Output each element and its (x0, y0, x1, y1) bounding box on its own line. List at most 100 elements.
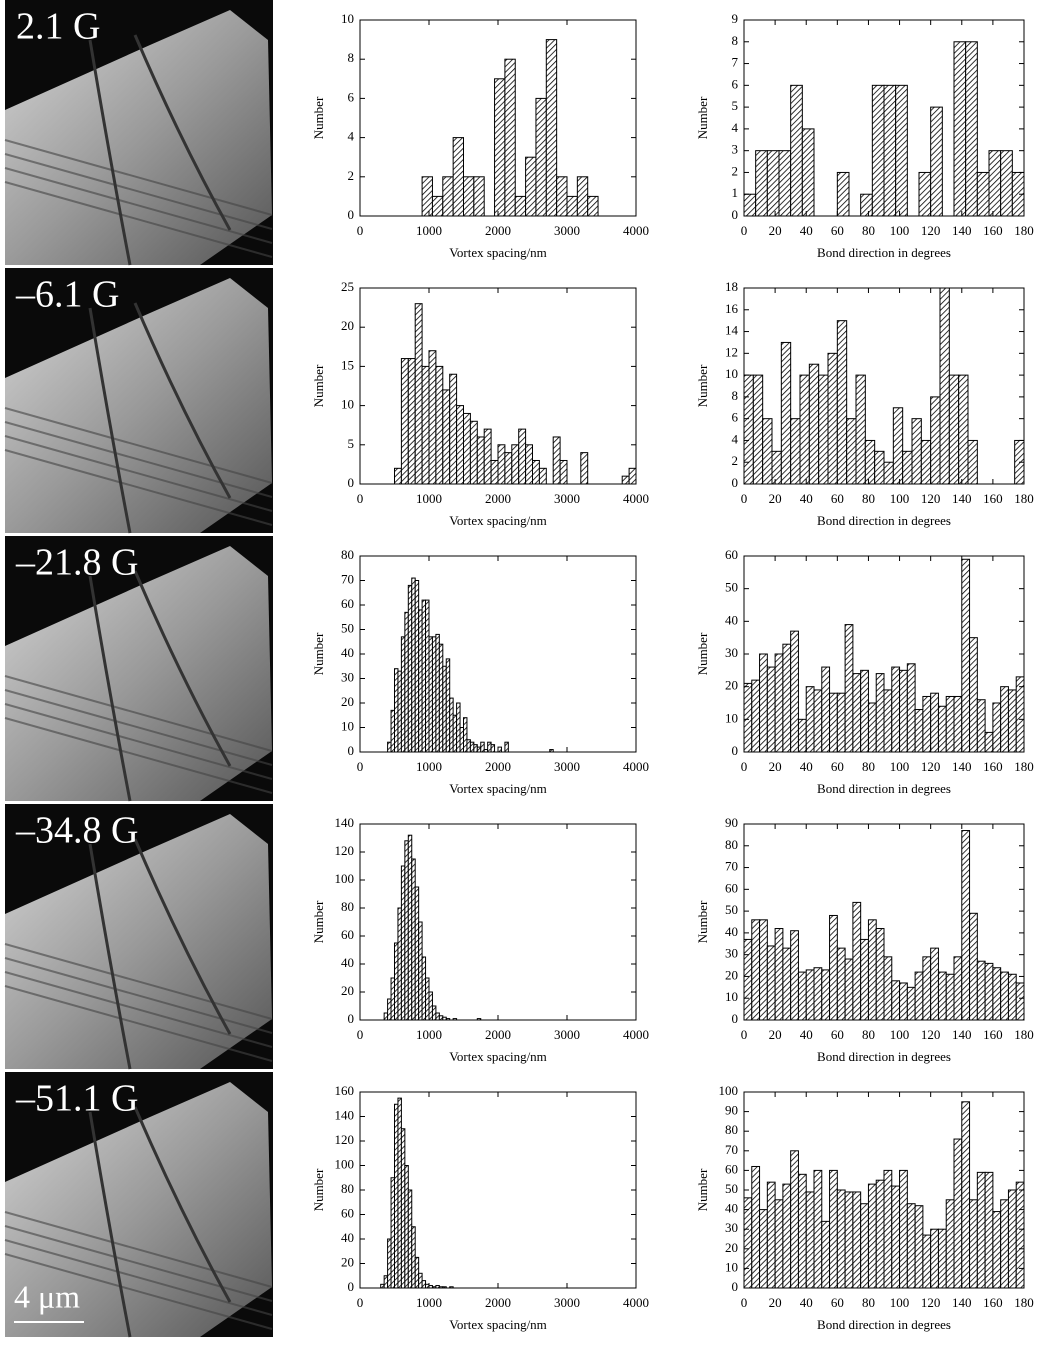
bar (984, 1171, 994, 1289)
bar (404, 611, 409, 753)
film-stripe (4, 703, 273, 780)
y-tick-label: 0 (348, 1279, 355, 1294)
y-tick-label: 30 (725, 1220, 738, 1235)
x-tick-label: 2000 (485, 1295, 511, 1310)
bar (421, 599, 427, 753)
bar (421, 176, 433, 217)
bar (387, 741, 392, 753)
bar (976, 171, 990, 217)
x-axis-label: Vortex spacing/nm (449, 513, 547, 528)
bar (407, 358, 416, 485)
x-axis-label: Vortex spacing/nm (449, 781, 547, 796)
bar (864, 439, 876, 485)
bar (428, 350, 437, 485)
y-tick-label: 80 (341, 547, 354, 562)
x-tick-label: 40 (800, 223, 813, 238)
film-stripe (4, 675, 273, 752)
bar (418, 921, 423, 1021)
bar (797, 1173, 807, 1289)
bar (463, 176, 475, 217)
bar (821, 1220, 831, 1289)
film-stripe (4, 139, 273, 216)
y-axis-label: Number (311, 364, 326, 407)
x-tick-label: 140 (952, 1295, 972, 1310)
bar (438, 643, 444, 753)
bar (855, 374, 866, 485)
bar (1000, 1199, 1009, 1289)
bar (490, 459, 499, 485)
bar (844, 624, 854, 753)
x-tick-label: 40 (800, 491, 813, 506)
y-tick-label: 14 (725, 323, 739, 338)
bar (400, 636, 406, 753)
panel-label: –6.1 G (15, 274, 119, 316)
bar (490, 744, 496, 753)
bar (459, 727, 464, 753)
domain-line (133, 570, 232, 767)
y-tick-label: 80 (341, 1181, 354, 1196)
bar (892, 407, 904, 485)
x-tick-label: 0 (741, 1027, 748, 1042)
bar (452, 714, 458, 753)
bar (875, 1179, 885, 1289)
y-tick-label: 0 (348, 475, 355, 490)
y-tick-label: 30 (725, 645, 738, 660)
bar (404, 840, 409, 1021)
bar (930, 692, 939, 753)
bar (920, 439, 932, 485)
bar (1015, 982, 1025, 1021)
x-tick-label: 120 (921, 1295, 941, 1310)
bar (939, 287, 950, 485)
y-tick-label: 80 (725, 837, 738, 852)
bar (969, 1199, 978, 1289)
bar (532, 459, 540, 485)
film-stripe (4, 717, 273, 794)
bar (829, 1169, 838, 1289)
bar (449, 697, 454, 753)
y-tick-label: 0 (348, 207, 355, 222)
x-tick-label: 0 (357, 759, 364, 774)
bar (397, 1097, 402, 1289)
y-tick-label: 90 (725, 1103, 738, 1118)
y-tick-label: 15 (341, 357, 354, 372)
bar (805, 686, 815, 753)
bar (421, 956, 427, 1021)
domain-line (133, 838, 232, 1035)
y-tick-label: 30 (725, 946, 738, 961)
bar (953, 41, 967, 217)
bar (899, 982, 908, 1021)
y-axis-label: Number (311, 96, 326, 139)
bar (818, 374, 829, 485)
bar (431, 1005, 437, 1021)
plot-frame (743, 823, 1025, 1021)
bar (556, 176, 568, 217)
y-tick-label: 10 (725, 989, 738, 1004)
x-tick-label: 100 (890, 491, 910, 506)
x-tick-label: 120 (921, 491, 941, 506)
bar (860, 669, 869, 753)
bar (518, 428, 527, 485)
film-stripe (4, 985, 273, 1062)
x-tick-label: 1000 (416, 759, 442, 774)
domain-line (133, 302, 232, 499)
bar (480, 741, 485, 753)
bar (1007, 1189, 1017, 1289)
film-stripe (4, 1211, 273, 1288)
y-tick-label: 60 (341, 596, 354, 611)
bar (473, 744, 478, 753)
bar (906, 986, 916, 1021)
bar (918, 171, 932, 217)
bar (390, 1177, 395, 1289)
bar (394, 668, 399, 753)
y-tick-label: 10 (725, 1259, 738, 1274)
bar (895, 84, 908, 217)
bar (1015, 1181, 1025, 1289)
bar (953, 1138, 963, 1289)
bar (922, 1234, 932, 1289)
bar (930, 396, 941, 485)
bar (435, 365, 444, 485)
bar (883, 956, 893, 1021)
y-tick-label: 0 (732, 1011, 739, 1026)
bar (425, 977, 430, 1021)
bar (497, 444, 506, 485)
